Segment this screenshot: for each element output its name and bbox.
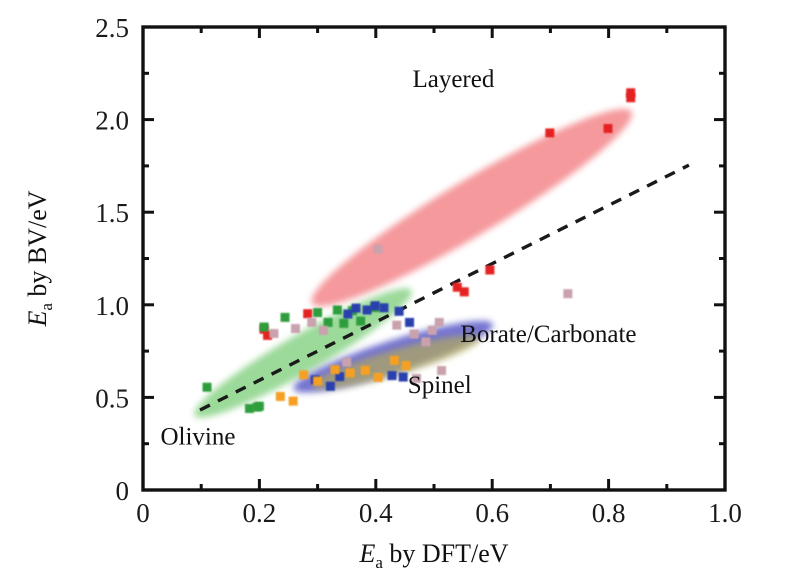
data-point-red [545,128,555,138]
data-point-blue [370,301,380,311]
axis-subscript: a [375,553,383,572]
data-point-green [245,404,255,414]
data-point-red [626,88,636,98]
data-point-blue [335,372,345,382]
x-tick-label: 0.2 [243,498,277,528]
x-tick-label: 0 [136,498,150,528]
axis-unit: by DFT/eV [383,539,509,568]
data-point-blue [343,309,353,319]
axis-symbol: E [358,539,375,568]
data-point-mauve [269,329,279,339]
y-tick-label: 1.5 [95,198,129,228]
x-tick-label: 0.8 [592,498,626,528]
y-axis-title: Ea by BV/eV [23,190,56,327]
data-point-red [303,309,313,319]
data-point-orange [373,372,383,382]
data-point-mauve [427,325,437,335]
data-point-red [603,123,613,133]
data-point-mauve [563,289,573,299]
data-point-green [280,312,290,322]
region-label-olivine: Olivine [160,424,235,451]
data-point-blue [387,371,397,381]
y-tick-label: 0 [116,476,130,506]
x-tick-label: 0.4 [359,498,393,528]
data-point-green [254,401,264,411]
data-point-green [356,316,366,326]
data-point-mauve [409,329,419,339]
data-point-mauve [392,320,402,330]
data-point-blue [362,305,372,315]
data-point-orange [288,396,298,406]
data-point-red [459,287,469,297]
data-point-mauve [421,337,431,347]
data-point-layer [202,88,636,414]
data-point-mauve [434,317,444,327]
data-point-green [259,322,269,332]
data-point-mauve [373,244,383,254]
data-point-blue [351,303,361,313]
data-point-orange [330,365,340,375]
y-tick-label: 2.5 [95,13,129,43]
axis-tick-labels: 0 0.2 0.4 0.6 0.8 1.0 0 0.5 1.0 1.5 2.0 2.5 [95,13,742,528]
axis-subscript: a [37,303,56,311]
data-point-red [452,282,462,292]
data-point-orange [389,355,399,365]
data-point-mauve [437,366,447,376]
data-point-green [339,318,349,328]
data-point-red [263,330,273,340]
data-point-mauve [290,324,300,334]
data-point-blue [325,381,335,391]
x-tick-label: 0.6 [475,498,509,528]
data-point-red [485,265,495,275]
data-point-green [323,317,333,327]
data-point-green [313,308,323,318]
data-point-orange [313,376,323,386]
group-ellipse-layered [311,108,633,307]
data-point-red [626,93,636,103]
y-tick-label: 1.0 [95,291,129,321]
region-label-layered: Layered [412,66,494,93]
axis-ticks [141,25,727,492]
data-point-orange [345,368,355,378]
data-point-blue [379,303,389,313]
x-axis-title: Ea by DFT/eV [358,539,508,572]
y-tick-label: 0.5 [95,383,129,413]
data-point-blue [405,317,415,327]
axis-unit: by BV/eV [23,190,52,303]
data-point-orange [299,370,309,380]
x-tick-label: 1.0 [708,498,742,528]
axis-symbol: E [23,311,52,328]
y-tick-label: 2.0 [95,106,129,136]
region-label-spinel: Spinel [408,372,472,399]
data-point-blue [398,372,408,382]
data-point-orange [360,365,370,375]
region-labels: Layered Borate/Carbonate Spinel Olivine [160,66,636,450]
data-point-blue [394,306,404,316]
data-point-orange [275,391,285,401]
data-point-green [202,382,212,392]
data-point-mauve [318,325,328,335]
data-point-orange [401,361,411,371]
region-label-borate-carbonate: Borate/Carbonate [460,321,636,348]
data-point-mauve [412,374,422,384]
data-point-green [332,305,342,315]
data-point-mauve [342,357,352,367]
data-point-mauve [307,317,317,327]
